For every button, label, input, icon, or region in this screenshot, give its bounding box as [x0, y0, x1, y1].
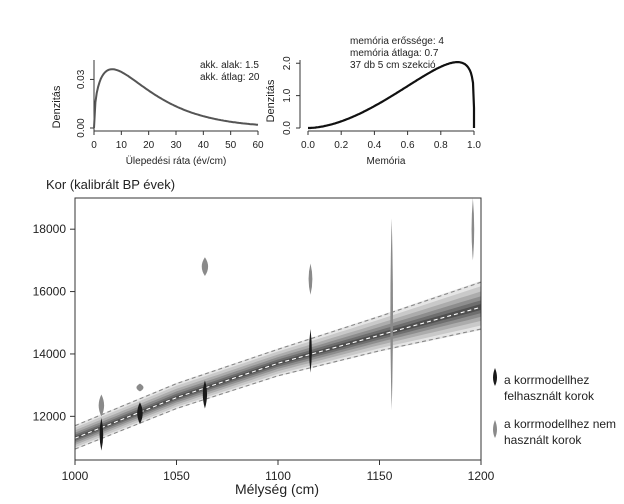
prior-memory-y-tick-label: 0.0 — [282, 121, 293, 135]
main-x-tick-label: 1150 — [367, 469, 393, 483]
uncertainty-band-layer — [75, 281, 481, 450]
legend-used-label-line2: felhasznált korok — [504, 389, 595, 403]
prior-rate-x-tick-label: 30 — [170, 140, 182, 151]
prior-memory-legend-1: memória átlaga: 0.7 — [350, 48, 439, 59]
prior-memory-ylabel: Denzitás — [265, 79, 277, 122]
prior-rate-legend-1: akk. átlag: 20 — [200, 72, 260, 83]
main-x-ticks: 1000 1050 1100 1150 1200 — [62, 460, 495, 483]
prior-rate-y-tick-label: 0.00 — [76, 118, 87, 138]
age-model-lines — [75, 281, 481, 450]
prior-memory-plot: 0.0 0.2 0.4 0.6 0.8 1.0 0.0 1.0 2.0 Denzitás Me… — [265, 36, 481, 167]
prior-memory-xlabel: Memória — [367, 156, 406, 167]
prior-memory-x-tick-label: 0.8 — [434, 140, 448, 151]
prior-memory-legend-2: 37 db 5 cm szekció — [350, 60, 436, 71]
prior-rate-x-tick-label: 50 — [225, 140, 237, 151]
date-not-used — [308, 263, 313, 295]
uncertainty-band-layer — [75, 296, 481, 443]
prior-rate-x-tick-label: 60 — [252, 140, 264, 151]
date-used — [99, 417, 104, 451]
date-not-used — [98, 394, 105, 417]
uncertainty-band-layer — [75, 286, 481, 448]
prior-rate-plot: 0 10 20 30 40 50 60 0.00 0.03 Denzitás Ülepedés… — [51, 60, 264, 167]
prior-rate-x-tick-label: 10 — [116, 140, 128, 151]
prior-rate-x-ticks: 0 10 20 30 40 50 60 — [91, 131, 264, 151]
date-not-used — [201, 257, 209, 276]
main-y-tick-label: 14000 — [33, 347, 67, 361]
prior-memory-x-ticks: 0.0 0.2 0.4 0.6 0.8 1.0 — [301, 131, 481, 151]
prior-memory-x-tick-label: 0.0 — [301, 140, 315, 151]
prior-memory-x-tick-label: 1.0 — [467, 140, 481, 151]
prior-memory-legend-0: memória erőssége: 4 — [350, 36, 444, 47]
main-y-tick-label: 16000 — [33, 285, 67, 299]
main-x-tick-label: 1050 — [163, 469, 190, 483]
main-x-tick-label: 1200 — [468, 469, 495, 483]
age-model-uncertainty-band — [75, 281, 481, 450]
prior-rate-xlabel: Ülepedési ráta (év/cm) — [126, 155, 227, 167]
legend-not-used-marker — [493, 420, 497, 438]
main-x-tick-label: 1100 — [265, 469, 291, 483]
main-x-tick-label: 1000 — [62, 469, 89, 483]
prior-rate-y-tick-label: 0.03 — [76, 69, 87, 89]
legend-used-label-line1: a korrmodellhez — [504, 373, 589, 387]
prior-memory-y-tick-label: 2.0 — [282, 56, 293, 70]
uncertainty-band-layer — [75, 291, 481, 445]
date-used — [309, 329, 312, 373]
main-y-ticks: 12000 14000 16000 18000 — [33, 222, 75, 423]
prior-memory-x-tick-label: 0.2 — [334, 140, 348, 151]
prior-rate-density-curve — [93, 68, 259, 129]
prior-memory-x-tick-label: 0.6 — [401, 140, 415, 151]
prior-rate-legend-0: akk. alak: 1.5 — [200, 60, 259, 71]
prior-memory-x-tick-label: 0.4 — [367, 140, 381, 151]
prior-rate-x-tick-label: 40 — [198, 140, 210, 151]
prior-rate-ylabel: Denzitás — [51, 85, 63, 128]
confidence-limit-line — [75, 281, 481, 427]
prior-memory-density-curve — [308, 61, 476, 130]
legend-not-used-label-line2: használt korok — [504, 433, 582, 447]
uncertainty-band-layer — [75, 300, 481, 442]
date-not-used — [136, 383, 144, 392]
date-not-used — [390, 218, 393, 411]
date-not-used — [471, 198, 475, 261]
prior-rate-x-tick-label: 0 — [91, 140, 97, 151]
date-distributions — [98, 198, 475, 451]
uncertainty-band-layer — [75, 304, 481, 440]
age-depth-plot: Kor (kalibrált BP évek) Mélység (cm) 100… — [33, 177, 616, 497]
main-ylabel: Kor (kalibrált BP évek) — [46, 177, 175, 192]
prior-rate-axis-frame — [93, 126, 258, 132]
median-age-line — [75, 306, 481, 439]
prior-rate-y-ticks: 0.00 0.03 — [76, 69, 94, 138]
date-used — [137, 402, 143, 425]
confidence-limit-line — [75, 328, 481, 450]
prior-memory-y-ticks: 0.0 1.0 2.0 — [282, 56, 300, 135]
main-xlabel: Mélység (cm) — [235, 481, 319, 497]
legend-used-marker — [493, 368, 497, 386]
prior-rate-x-tick-label: 20 — [143, 140, 155, 151]
main-y-tick-label: 12000 — [33, 409, 67, 423]
date-used — [202, 380, 208, 409]
main-y-tick-label: 18000 — [33, 222, 67, 236]
prior-memory-y-tick-label: 1.0 — [282, 88, 293, 102]
legend-not-used-label-line1: a korrmodellhez nem — [504, 417, 616, 431]
